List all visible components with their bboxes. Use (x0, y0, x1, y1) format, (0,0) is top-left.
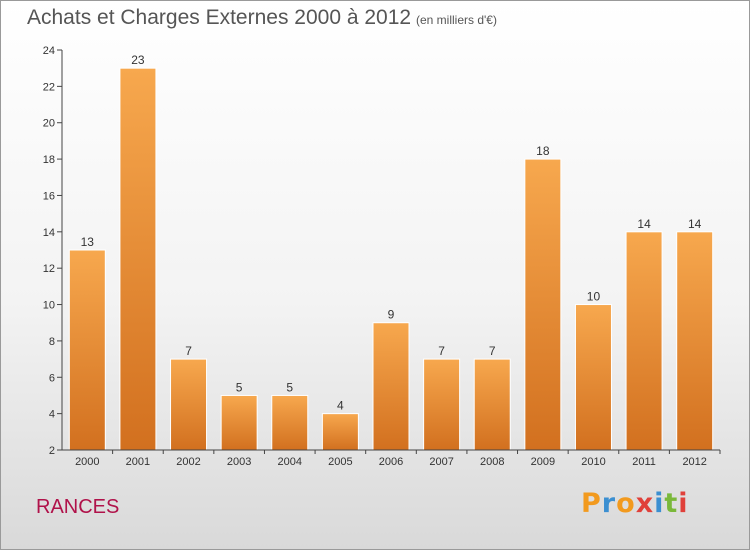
logo-letter: o (616, 488, 636, 519)
y-tick-label: 16 (43, 190, 55, 202)
x-tick-label: 2010 (581, 456, 605, 468)
x-tick-label: 2008 (480, 456, 504, 468)
data-label-2001: 23 (131, 53, 145, 67)
bar-2005 (321, 413, 359, 451)
logo-letter: i (678, 488, 689, 519)
y-tick-label: 20 (43, 118, 55, 130)
logo-letter: r (601, 488, 617, 519)
data-label-2000: 13 (81, 235, 95, 249)
bars-group (68, 67, 714, 451)
data-label-2010: 10 (587, 290, 601, 304)
bar-2010 (574, 304, 612, 451)
data-label-2003: 5 (236, 380, 243, 394)
x-tick-label: 2005 (328, 456, 352, 468)
y-tick-label: 4 (49, 409, 55, 421)
bar-2011 (625, 231, 663, 451)
logo-letter: i (654, 488, 665, 519)
logo-letter: P (581, 488, 602, 519)
y-tick-label: 12 (43, 263, 55, 275)
y-tick-label: 2 (49, 445, 55, 457)
data-label-2006: 9 (388, 308, 395, 322)
data-label-2002: 7 (185, 344, 192, 358)
y-tick-label: 22 (43, 81, 55, 93)
x-tick-label: 2007 (429, 456, 453, 468)
x-tick-label: 2002 (176, 456, 200, 468)
x-tick-label: 2006 (379, 456, 403, 468)
x-tick-label: 2009 (531, 456, 555, 468)
data-label-2011: 14 (637, 217, 651, 231)
proxiti-logo: Proxiti (581, 488, 689, 519)
bar-2001 (119, 67, 157, 451)
bar-2007 (423, 358, 461, 451)
x-tick-label: 2011 (632, 456, 656, 468)
x-tick-label: 2004 (278, 456, 302, 468)
logo-letter: x (635, 488, 655, 519)
labels-group: 13 2000 23 2001 7 2002 5 2003 5 2004 4 2005 9 2006 7 20… (43, 45, 707, 468)
y-tick-label: 18 (43, 154, 55, 166)
data-label-2004: 5 (286, 380, 293, 394)
y-tick-label: 10 (43, 300, 55, 312)
y-tick-label: 14 (43, 227, 55, 239)
data-label-2008: 7 (489, 344, 496, 358)
data-label-2012: 14 (688, 217, 702, 231)
x-tick-label: 2012 (682, 456, 706, 468)
y-tick-label: 8 (49, 336, 55, 348)
bar-2009 (524, 158, 562, 451)
bar-2012 (676, 231, 714, 451)
x-tick-label: 2000 (75, 456, 99, 468)
chart-unit: (en milliers d'€) (416, 13, 497, 27)
x-tick-label: 2003 (227, 456, 251, 468)
bar-2008 (473, 358, 511, 451)
axes-group (57, 49, 721, 454)
data-label-2005: 4 (337, 399, 344, 413)
y-tick-label: 24 (43, 45, 55, 57)
data-label-2007: 7 (438, 344, 445, 358)
bar-2003 (220, 394, 258, 451)
town-name: RANCES (36, 496, 120, 518)
bar-2002 (170, 358, 208, 451)
logo-letter: t (664, 488, 679, 519)
data-label-2009: 18 (536, 144, 550, 158)
chart-title: Achats et Charges Externes 2000 à 2012 (27, 6, 412, 29)
y-tick-label: 6 (49, 372, 55, 384)
bar-2000 (68, 249, 106, 451)
x-tick-label: 2001 (126, 456, 150, 468)
bar-2004 (271, 394, 309, 451)
bar-2006 (372, 322, 410, 451)
